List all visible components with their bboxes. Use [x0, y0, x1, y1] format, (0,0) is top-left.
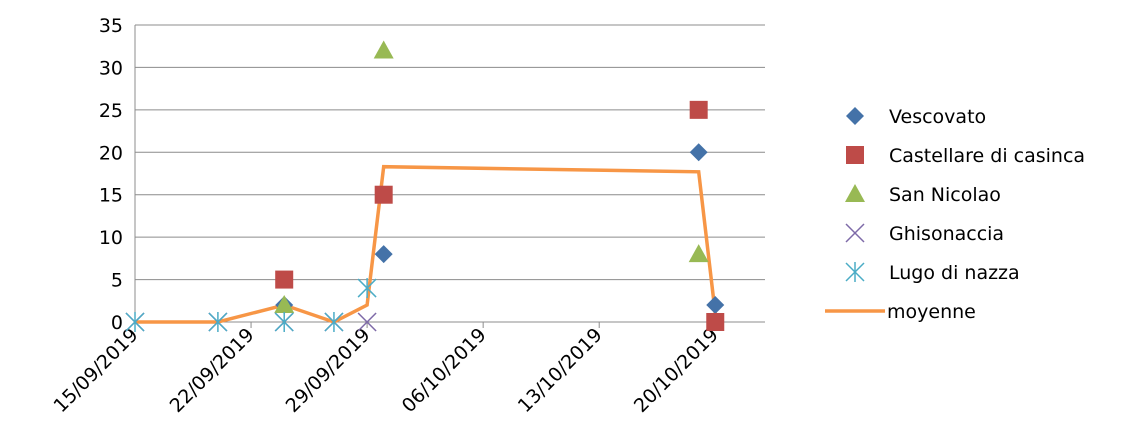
data-point-lugo-di-nazza — [274, 312, 294, 332]
data-point-castellare-di-casinca — [374, 185, 393, 204]
axes — [134, 25, 765, 328]
x-tick-labels: 15/09/2019 22/09/2019 29/09/2019 06/10/2019… — [50, 324, 723, 417]
data-point-san-nicolao — [274, 295, 295, 314]
data-point-vescovato — [374, 245, 393, 264]
legend-label-vescovato: Vescovato — [889, 106, 986, 128]
data-point-lugo-di-nazza — [357, 278, 377, 299]
legend-swatch-lugo-di-nazza — [845, 262, 865, 282]
data-point-vescovato — [706, 296, 725, 315]
legend-label-lugo-di-nazza: Lugo di nazza — [889, 262, 1020, 284]
data-point-castellare-di-casinca — [689, 100, 708, 119]
series-line-moyenne — [135, 164, 718, 324]
x-tick-label: 13/10/2019 — [514, 324, 607, 417]
legend-swatch-castellare-di-casinca — [846, 146, 864, 164]
legend-label-san-nicolao: San Nicolao — [889, 184, 1001, 206]
gridlines — [135, 24, 765, 281]
legend-label-castellare-di-casinca: Castellare di casinca — [889, 145, 1085, 167]
legend-label-ghisonaccia: Ghisonaccia — [889, 223, 1004, 245]
legend-swatch-vescovato — [846, 107, 864, 125]
data-point-ghisonaccia — [357, 312, 377, 332]
data-point-san-nicolao — [373, 40, 394, 59]
legend-label-moyenne: moyenne — [887, 301, 976, 323]
y-tick-label: 10 — [99, 227, 123, 249]
y-tick-label: 0 — [111, 312, 123, 334]
y-tick-label: 25 — [99, 100, 123, 122]
legend: Vescovato Castellare di casinca San Nicola… — [825, 106, 1085, 323]
data-point-lugo-di-nazza — [125, 312, 145, 332]
y-tick-labels: 0 5 10 15 20 25 30 35 — [99, 15, 123, 334]
x-tick-label: 06/10/2019 — [398, 324, 491, 417]
plot-area — [125, 40, 725, 332]
x-tick-label: 20/10/2019 — [630, 324, 723, 417]
data-point-castellare-di-casinca — [275, 270, 294, 289]
x-tick-label: 29/09/2019 — [282, 324, 375, 417]
data-point-castellare-di-casinca — [706, 313, 725, 331]
y-tick-label: 20 — [99, 142, 123, 164]
x-tick-label: 15/09/2019 — [50, 324, 143, 417]
legend-swatch-ghisonaccia — [845, 223, 865, 243]
legend-swatch-san-nicolao — [845, 184, 865, 202]
y-tick-label: 15 — [99, 185, 123, 207]
y-tick-label: 30 — [99, 57, 123, 79]
y-tick-label: 5 — [111, 270, 123, 292]
y-tick-label: 35 — [99, 15, 123, 37]
data-point-san-nicolao — [688, 244, 709, 263]
data-point-lugo-di-nazza — [324, 312, 344, 332]
data-point-vescovato — [689, 143, 708, 162]
x-tick-label: 22/09/2019 — [166, 324, 259, 417]
data-point-lugo-di-nazza — [208, 312, 228, 332]
